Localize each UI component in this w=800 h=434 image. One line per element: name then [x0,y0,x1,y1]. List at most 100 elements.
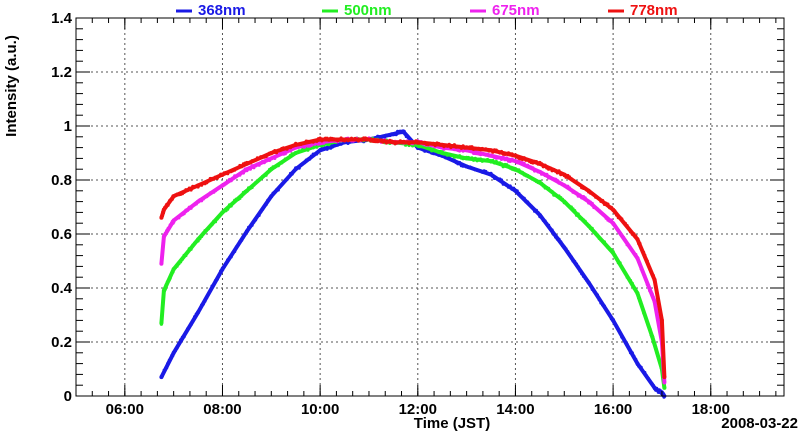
series-point-778nm [625,224,629,228]
data-point-368nm [513,188,518,193]
series-point-675nm [651,295,656,299]
series-point-500nm [637,296,641,300]
series-point-500nm [264,173,268,177]
series-point-500nm [583,219,587,223]
series-point-778nm [642,250,646,254]
series-point-368nm [201,302,205,306]
data-point-675nm [662,380,667,385]
series-point-778nm [658,310,663,314]
series-point-500nm [189,247,193,251]
y-tick-label: 0.4 [51,280,73,297]
data-point-500nm [650,334,655,339]
series-point-778nm [597,196,601,201]
series-point-368nm [534,208,539,212]
x-tick-label: 16:00 [594,401,632,418]
series-point-368nm [550,228,554,232]
series-point-778nm [360,138,364,142]
series-point-500nm [473,156,477,160]
series-point-368nm [567,252,572,256]
series-point-368nm [175,346,179,350]
series-point-675nm [501,155,505,159]
series-point-500nm [175,264,179,268]
series-point-368nm [193,315,197,319]
series-point-500nm [645,320,649,324]
series-point-675nm [638,262,642,266]
series-point-368nm [569,255,573,259]
series-point-368nm [243,232,247,236]
series-point-500nm [639,300,643,304]
series-point-500nm [327,143,331,147]
series-point-778nm [662,363,666,367]
series-point-675nm [655,310,659,315]
series-point-368nm [625,342,629,346]
series-point-368nm [257,213,261,217]
series-point-368nm [240,238,244,242]
series-point-778nm [662,365,666,369]
series-point-675nm [164,231,168,236]
data-point-500nm [269,167,274,172]
grid [76,18,784,396]
series-point-500nm [210,223,214,227]
series-point-500nm [213,220,218,224]
series-point-368nm [557,237,561,241]
series-point-500nm [634,288,638,292]
data-point-675nm [196,199,201,204]
series-point-500nm [479,157,483,161]
data-point-778nm [489,148,493,153]
series-point-675nm [162,238,166,242]
series-point-675nm [313,142,317,146]
series-point-368nm [264,203,268,207]
series-point-778nm [660,327,664,331]
series-point-675nm [167,225,172,229]
series-point-500nm [226,207,230,211]
series-point-675nm [618,231,622,235]
series-point-500nm [653,342,657,346]
series-point-500nm [550,189,554,194]
data-point-675nm [611,221,616,226]
series-point-500nm [206,227,211,231]
series-point-675nm [639,267,643,271]
series-point-675nm [597,209,601,213]
series-point-500nm [643,313,647,317]
series-point-675nm [622,235,626,240]
series-point-675nm [186,208,190,212]
x-tick-label: 08:00 [203,401,241,418]
x-tick-label: 14:00 [496,401,534,418]
series-point-500nm [160,314,164,319]
series-point-778nm [661,339,665,343]
y-tick-label: 0.2 [51,334,72,351]
series-point-368nm [499,178,504,182]
data-point-675nm [513,159,518,164]
data-point-500nm [293,151,298,155]
series-point-675nm [238,173,242,177]
series-point-368nm [576,265,580,269]
legend-label-675nm: 675nm [492,2,540,19]
series-point-500nm [315,145,319,149]
data-point-368nm [159,375,164,380]
series-point-500nm [628,278,633,283]
series-point-500nm [252,183,256,187]
series-point-368nm [315,152,319,156]
series-point-675nm [499,157,504,161]
data-point-675nm [171,218,176,223]
series-point-500nm [276,164,280,168]
series-point-368nm [632,354,636,359]
series-point-675nm [654,307,658,311]
series-point-778nm [205,181,209,185]
data-point-368nm [318,148,323,153]
series-point-500nm [623,271,627,275]
series-point-500nm [161,297,165,301]
series-point-675nm [634,252,638,257]
y-tick-label: 1 [64,118,72,135]
series-point-778nm [632,232,636,236]
series-point-675nm [643,274,647,278]
series-point-778nm [592,193,596,197]
series-point-500nm [259,176,263,181]
data-point-500nm [635,291,640,296]
series-point-368nm [602,304,607,308]
series-point-778nm [657,300,661,304]
series-point-500nm [576,212,580,216]
series-point-368nm [302,161,306,165]
series-point-778nm [651,274,656,278]
